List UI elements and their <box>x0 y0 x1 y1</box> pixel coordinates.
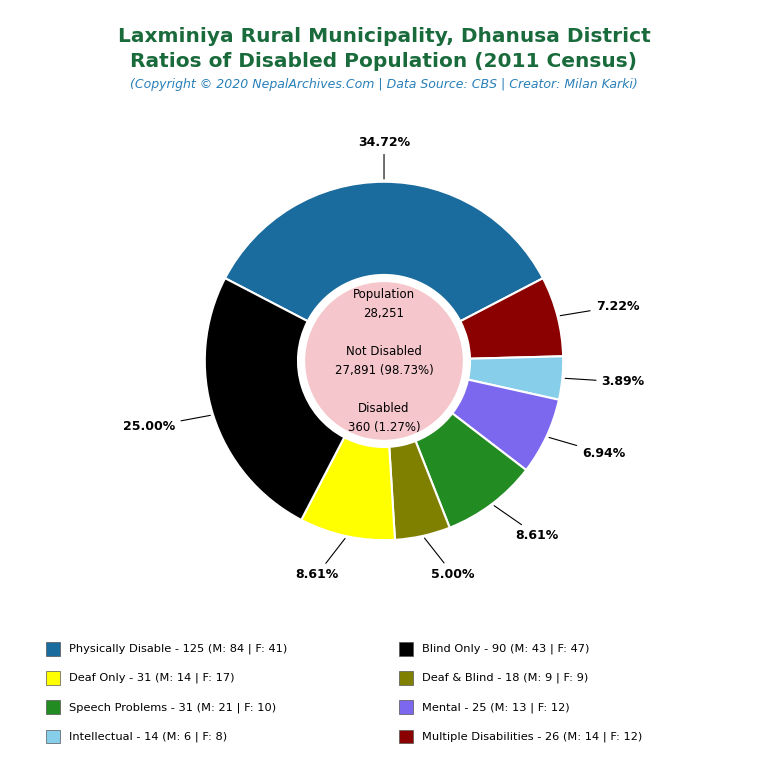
Text: 25.00%: 25.00% <box>123 415 210 433</box>
Text: (Copyright © 2020 NepalArchives.Com | Data Source: CBS | Creator: Milan Karki): (Copyright © 2020 NepalArchives.Com | Da… <box>130 78 638 91</box>
Wedge shape <box>415 413 526 528</box>
Text: 7.22%: 7.22% <box>560 300 639 316</box>
Wedge shape <box>389 441 450 540</box>
Wedge shape <box>468 356 563 400</box>
Text: Physically Disable - 125 (M: 84 | F: 41): Physically Disable - 125 (M: 84 | F: 41) <box>69 644 287 654</box>
Text: Population
28,251

Not Disabled
27,891 (98.73%)

Disabled
360 (1.27%): Population 28,251 Not Disabled 27,891 (9… <box>335 288 433 434</box>
Text: 6.94%: 6.94% <box>549 438 625 460</box>
Wedge shape <box>205 278 344 520</box>
Text: Blind Only - 90 (M: 43 | F: 47): Blind Only - 90 (M: 43 | F: 47) <box>422 644 590 654</box>
Wedge shape <box>452 379 559 470</box>
Wedge shape <box>460 278 563 359</box>
Text: Intellectual - 14 (M: 6 | F: 8): Intellectual - 14 (M: 6 | F: 8) <box>69 731 227 742</box>
Text: 5.00%: 5.00% <box>425 538 475 581</box>
Text: Laxminiya Rural Municipality, Dhanusa District: Laxminiya Rural Municipality, Dhanusa Di… <box>118 27 650 46</box>
Text: Mental - 25 (M: 13 | F: 12): Mental - 25 (M: 13 | F: 12) <box>422 702 570 713</box>
Circle shape <box>305 282 463 440</box>
Text: 8.61%: 8.61% <box>296 538 345 581</box>
Text: Ratios of Disabled Population (2011 Census): Ratios of Disabled Population (2011 Cens… <box>131 52 637 71</box>
Text: Deaf & Blind - 18 (M: 9 | F: 9): Deaf & Blind - 18 (M: 9 | F: 9) <box>422 673 588 684</box>
Text: Deaf Only - 31 (M: 14 | F: 17): Deaf Only - 31 (M: 14 | F: 17) <box>69 673 234 684</box>
Text: Multiple Disabilities - 26 (M: 14 | F: 12): Multiple Disabilities - 26 (M: 14 | F: 1… <box>422 731 643 742</box>
Wedge shape <box>225 182 543 321</box>
Wedge shape <box>301 437 395 540</box>
Text: 8.61%: 8.61% <box>494 505 559 542</box>
Text: 3.89%: 3.89% <box>565 376 645 389</box>
Text: 34.72%: 34.72% <box>358 136 410 179</box>
Text: Speech Problems - 31 (M: 21 | F: 10): Speech Problems - 31 (M: 21 | F: 10) <box>69 702 276 713</box>
